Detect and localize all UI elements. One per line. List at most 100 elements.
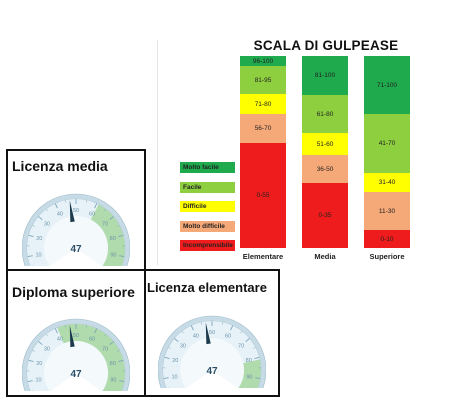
gauge-tick-label: 80	[246, 358, 252, 364]
gauge-tick	[54, 203, 58, 209]
gauge-hub	[180, 338, 244, 388]
gauge-tick	[119, 380, 125, 382]
legend-item: Molto facile	[180, 162, 235, 173]
gauge-tick	[109, 341, 114, 346]
gauge-green-zone	[90, 204, 125, 266]
legend-item: Incomprensibile	[180, 240, 235, 251]
gauge-title: Licenza media	[12, 158, 108, 174]
gauge-licenza-media: 010203040506070809010047	[22, 193, 130, 266]
gauge-tick-label: 90	[110, 253, 116, 259]
gauge-tick	[28, 234, 34, 238]
gauge-tick	[45, 208, 48, 212]
gauge-tick-label: 80	[110, 361, 116, 367]
gauge-tick	[38, 341, 43, 346]
gauge-tick-label: 60	[89, 212, 95, 218]
gauge-tick	[94, 328, 98, 334]
gauge-tick	[85, 325, 87, 328]
gauge-tick-label: 90	[246, 375, 252, 381]
scale-segment: 0-10	[364, 230, 410, 248]
gauge-tick	[117, 225, 120, 227]
gauge-tick	[163, 377, 169, 379]
gauge-tick-label: 10	[36, 253, 42, 259]
scale-segment: 56-70	[240, 114, 286, 143]
gauge-tick-label: 80	[110, 236, 116, 242]
gauge-tick-label: 50	[209, 330, 215, 336]
scale-segment: 71-80	[240, 94, 286, 114]
gauge-tick	[245, 338, 250, 343]
gauge-tick	[45, 333, 48, 337]
gauge-needle	[69, 200, 75, 223]
gauge-tick-label: 10	[36, 378, 42, 384]
gauge-licenza-elementare: 010203040506070809010047	[158, 315, 266, 388]
gauge-tick	[109, 216, 114, 221]
gauge-tick-label: 20	[172, 358, 178, 364]
gauge-tick	[181, 330, 184, 334]
gauge-tick-label: 20	[36, 236, 42, 242]
column-label: Elementare	[242, 252, 284, 261]
legend-item: Facile	[180, 181, 235, 193]
scale-segment: 11-30	[364, 192, 410, 230]
scale-segment: 31-40	[364, 173, 410, 192]
gauge-tick	[32, 225, 35, 227]
gauge-tick	[85, 200, 87, 203]
gauge-tick-label: 40	[193, 334, 199, 340]
gauge-tick	[255, 377, 261, 379]
gauge-needle	[205, 322, 211, 345]
scale-segment: 51-60	[302, 133, 348, 155]
gauge-green-zone	[57, 324, 125, 391]
gauge-tick	[117, 350, 120, 352]
gauge-panel-diploma-superiore: Diploma superiore 0102030405060708090100…	[6, 269, 146, 397]
gauge-tick-label: 40	[57, 212, 63, 218]
gauge-title: Licenza elementare	[147, 280, 267, 295]
scale-segment: 0-55	[240, 143, 286, 248]
gauge-tick	[65, 325, 67, 328]
gauge-tick	[54, 328, 58, 334]
gauge-panel-licenza-elementare: Licenza elementare 010203040506070809010…	[144, 269, 280, 397]
gauge-tick-label: 70	[102, 222, 108, 228]
gauge-tick-label: 50	[73, 333, 79, 339]
gauge-tick-label: 70	[238, 344, 244, 350]
gauge-green-zone	[238, 359, 261, 388]
gauge-tick	[253, 347, 256, 349]
gauge-tick	[28, 359, 34, 363]
scale-segment: 0-35	[302, 183, 348, 248]
gauge-tick	[65, 200, 67, 203]
gauge-tick	[240, 330, 243, 334]
gauge-tick	[168, 347, 171, 349]
gauge-tick-label: 60	[89, 337, 95, 343]
gauge-value-label: 47	[206, 366, 218, 377]
gauge-tick	[118, 359, 124, 363]
gauge-tick	[201, 322, 203, 325]
scale-segment: 61-80	[302, 95, 348, 133]
gauge-tick-label: 20	[36, 361, 42, 367]
gauge-tick-label: 60	[225, 334, 231, 340]
gauge-tick-label: 40	[57, 337, 63, 343]
legend-item: Molto difficile	[180, 220, 235, 232]
gauge-tick	[104, 208, 107, 212]
gauge-value-label: 47	[70, 244, 82, 255]
gauge-tick-label: 30	[44, 347, 50, 353]
gauge-tick	[104, 333, 107, 337]
gauge-tick	[230, 325, 234, 331]
scale-segment: 71-100	[364, 56, 410, 114]
scale-segment: 81-100	[302, 56, 348, 95]
gauge-value-label: 47	[70, 369, 82, 380]
scale-segment: 96-100	[240, 56, 286, 66]
gauge-tick	[164, 356, 170, 360]
legend-item: Difficile	[180, 201, 235, 212]
gauge-tick	[119, 255, 125, 257]
gauge-title: Diploma superiore	[12, 284, 135, 300]
gauge-tick-label: 30	[44, 222, 50, 228]
gauge-tick-label: 50	[73, 208, 79, 214]
gauge-tick	[174, 338, 179, 343]
gauge-needle	[69, 325, 75, 348]
gauge-tick	[190, 325, 194, 331]
gauge-tick-label: 30	[180, 344, 186, 350]
gauge-tick-label: 70	[102, 347, 108, 353]
gauge-tick	[32, 350, 35, 352]
scale-segment: 81-95	[240, 66, 286, 94]
gauge-tick-label: 10	[172, 375, 178, 381]
scale-segment: 36-50	[302, 155, 348, 183]
gauge-tick	[254, 356, 260, 360]
gauge-tick	[118, 234, 124, 238]
